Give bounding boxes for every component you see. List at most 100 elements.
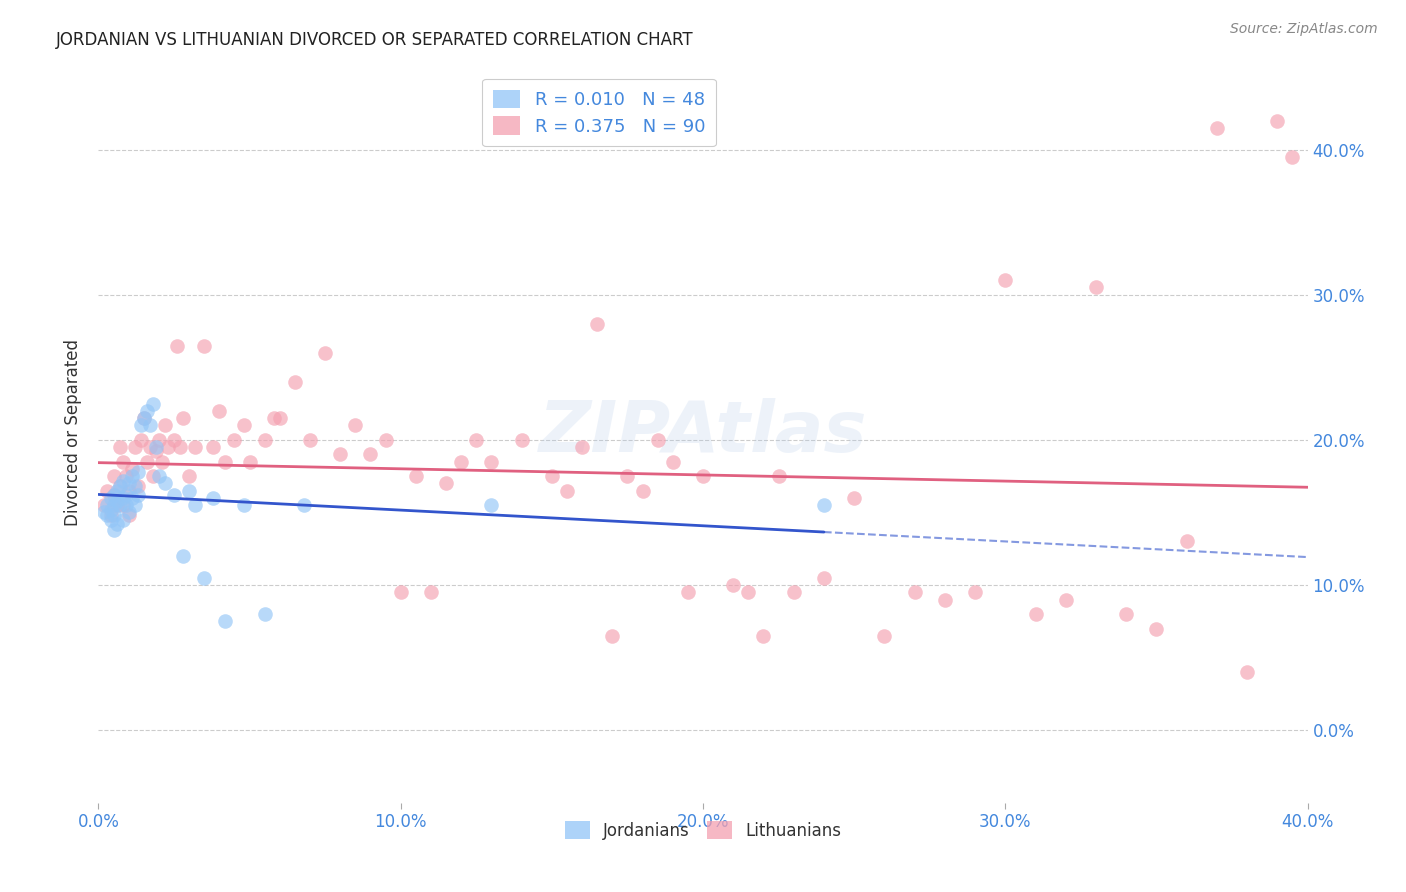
Point: [179, 469, 201, 483]
Point: [145, 440, 167, 454]
Point: [602, 629, 624, 643]
Point: [163, 433, 186, 447]
Text: JORDANIAN VS LITHUANIAN DIVORCED OR SEPARATED CORRELATION CHART: JORDANIAN VS LITHUANIAN DIVORCED OR SEPA…: [56, 31, 695, 49]
Point: [166, 338, 188, 352]
Point: [105, 493, 128, 508]
Point: [93, 506, 115, 520]
Point: [555, 483, 578, 498]
Point: [299, 433, 322, 447]
Point: [132, 411, 155, 425]
Point: [114, 488, 136, 502]
Point: [127, 479, 149, 493]
Point: [103, 498, 125, 512]
Point: [661, 455, 683, 469]
Point: [965, 585, 987, 599]
Point: [127, 465, 149, 479]
Point: [111, 474, 134, 488]
Legend: Jordanians, Lithuanians: Jordanians, Lithuanians: [558, 814, 848, 847]
Point: [111, 491, 134, 505]
Point: [1281, 150, 1303, 164]
Point: [105, 498, 128, 512]
Point: [420, 585, 443, 599]
Point: [179, 483, 201, 498]
Point: [184, 498, 207, 512]
Point: [111, 513, 134, 527]
Point: [813, 498, 835, 512]
Point: [269, 411, 291, 425]
Point: [647, 433, 669, 447]
Point: [103, 523, 125, 537]
Point: [263, 411, 285, 425]
Point: [510, 433, 533, 447]
Point: [105, 483, 128, 498]
Point: [100, 491, 122, 505]
Point: [150, 455, 173, 469]
Point: [994, 273, 1017, 287]
Point: [93, 498, 115, 512]
Point: [193, 338, 215, 352]
Point: [118, 506, 141, 520]
Point: [752, 629, 775, 643]
Point: [124, 440, 146, 454]
Point: [783, 585, 806, 599]
Point: [121, 469, 143, 483]
Point: [172, 411, 194, 425]
Point: [631, 483, 654, 498]
Point: [193, 571, 215, 585]
Point: [100, 513, 122, 527]
Point: [813, 571, 835, 585]
Point: [292, 498, 315, 512]
Point: [616, 469, 638, 483]
Point: [145, 444, 167, 458]
Point: [208, 404, 231, 418]
Point: [202, 440, 225, 454]
Point: [232, 418, 254, 433]
Point: [108, 479, 131, 493]
Point: [103, 488, 125, 502]
Point: [1267, 113, 1289, 128]
Point: [1115, 607, 1137, 621]
Point: [105, 517, 128, 532]
Text: Source: ZipAtlas.com: Source: ZipAtlas.com: [1230, 22, 1378, 37]
Point: [103, 488, 125, 502]
Point: [202, 491, 225, 505]
Point: [139, 418, 162, 433]
Point: [374, 433, 396, 447]
Point: [118, 476, 141, 491]
Point: [253, 607, 276, 621]
Point: [405, 469, 427, 483]
Point: [172, 549, 194, 563]
Point: [1206, 120, 1229, 135]
Point: [844, 491, 866, 505]
Point: [481, 455, 503, 469]
Point: [239, 455, 262, 469]
Point: [214, 615, 236, 629]
Point: [118, 508, 141, 523]
Point: [329, 447, 352, 461]
Point: [169, 440, 191, 454]
Point: [142, 469, 165, 483]
Point: [314, 345, 336, 359]
Point: [124, 498, 146, 512]
Point: [100, 508, 122, 523]
Point: [108, 498, 131, 512]
Point: [1024, 607, 1046, 621]
Point: [904, 585, 927, 599]
Point: [129, 418, 152, 433]
Point: [450, 455, 472, 469]
Point: [214, 455, 236, 469]
Point: [96, 508, 118, 523]
Point: [232, 498, 254, 512]
Point: [1054, 592, 1077, 607]
Point: [103, 508, 125, 523]
Point: [114, 469, 136, 483]
Point: [135, 455, 157, 469]
Point: [124, 479, 146, 493]
Point: [873, 629, 896, 643]
Point: [111, 455, 134, 469]
Y-axis label: Divorced or Separated: Divorced or Separated: [65, 339, 83, 526]
Point: [114, 498, 136, 512]
Point: [360, 447, 382, 461]
Point: [737, 585, 759, 599]
Point: [139, 440, 162, 454]
